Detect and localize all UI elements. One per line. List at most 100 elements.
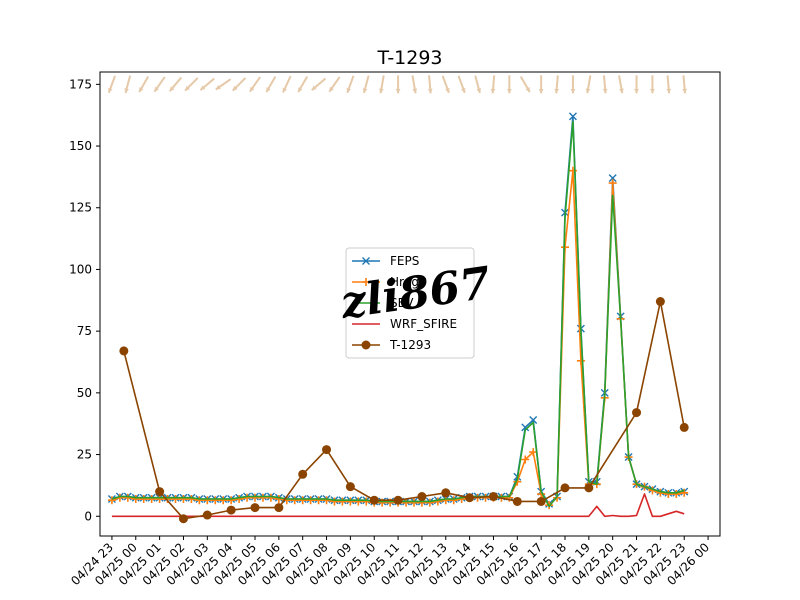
data-point	[433, 497, 442, 506]
wind-arrow	[346, 75, 355, 94]
plot-frame	[99, 71, 721, 537]
data-point	[680, 488, 689, 497]
legend-label: FEPS	[390, 254, 419, 268]
wind-arrow-head	[460, 87, 466, 93]
wind-arrow	[519, 76, 531, 93]
data-point	[354, 497, 363, 506]
wind-arrow	[457, 75, 466, 94]
data-point	[258, 493, 267, 502]
plot-series	[107, 112, 689, 524]
y-tick-label: 25	[77, 448, 92, 462]
wind-arrow	[411, 75, 418, 94]
wind-arrow	[650, 75, 655, 94]
data-point	[187, 494, 196, 503]
wind-arrow-head	[185, 85, 190, 91]
series-t-1293	[119, 297, 689, 524]
data-point	[362, 497, 371, 506]
legend-item: FEPS	[352, 254, 419, 268]
wind-arrow-head	[169, 86, 175, 92]
wind-arrow-head	[538, 88, 544, 94]
wind-arrow-head	[108, 87, 113, 93]
data-point	[345, 482, 355, 492]
data-point	[171, 494, 180, 503]
wind-arrow-head	[124, 88, 129, 94]
data-point	[536, 496, 546, 506]
data-point	[298, 496, 307, 505]
data-point	[131, 494, 140, 503]
wind-arrow	[362, 75, 370, 94]
wind-arrow-head	[554, 88, 560, 94]
data-point	[672, 490, 681, 499]
wind-arrow-head	[666, 88, 672, 94]
data-point	[119, 346, 129, 356]
wind-arrow-head	[490, 88, 496, 94]
wind-arrow-head	[602, 88, 608, 94]
wind-arrow-head	[362, 88, 368, 94]
data-point	[314, 496, 323, 505]
data-point	[529, 416, 538, 424]
data-point	[179, 494, 188, 503]
data-point	[306, 496, 315, 505]
wind-arrow	[168, 76, 183, 92]
data-point	[346, 497, 355, 506]
wind-arrow	[199, 77, 215, 91]
y-tick-label: 175	[69, 77, 92, 91]
data-point	[298, 469, 308, 479]
data-point	[155, 487, 165, 497]
data-point	[211, 496, 220, 505]
data-point	[409, 498, 418, 507]
data-point	[512, 496, 522, 506]
legend-item: WRF_SFIRE	[352, 317, 457, 331]
data-point	[655, 297, 665, 307]
data-point	[139, 494, 148, 503]
data-point	[178, 514, 188, 524]
wind-arrow	[618, 75, 624, 94]
wind-arrow-head	[476, 88, 482, 94]
wind-arrow	[138, 76, 150, 93]
data-point	[235, 494, 244, 503]
data-point	[664, 490, 673, 499]
legend-marker	[362, 278, 370, 286]
data-point	[568, 112, 577, 121]
wind-arrow	[585, 75, 592, 94]
data-point	[322, 445, 332, 455]
wind-arrow-head	[682, 88, 688, 94]
data-point	[290, 496, 299, 505]
wind-arrow	[554, 75, 560, 94]
data-point	[393, 495, 403, 505]
y-tick-label: 50	[77, 386, 92, 400]
data-point	[608, 174, 617, 183]
chart-title: T-1293	[376, 47, 442, 69]
wind-arrow	[427, 75, 433, 94]
data-point	[250, 503, 260, 513]
wind-arrow-head	[249, 86, 255, 92]
wind-arrow-head	[525, 87, 530, 93]
data-point	[488, 492, 498, 502]
wind-arrow-head	[200, 85, 206, 91]
data-point	[226, 505, 236, 515]
wind-arrow-head	[395, 88, 401, 94]
wind-arrow-head	[329, 86, 334, 92]
wind-arrow	[570, 75, 576, 94]
data-point	[608, 179, 617, 188]
wind-arrow	[682, 75, 688, 94]
wind-arrow	[379, 75, 385, 94]
data-point	[584, 483, 594, 493]
data-point	[107, 496, 116, 505]
data-point	[417, 492, 427, 502]
data-point	[155, 494, 164, 503]
y-axis: 0 25 50 75 100 125 150 175	[69, 77, 100, 523]
wind-arrow-head	[311, 85, 317, 91]
data-point	[227, 496, 236, 505]
data-point	[266, 493, 275, 502]
legend-item: SEV	[352, 296, 414, 310]
wind-arrow	[265, 76, 277, 93]
y-tick-label: 125	[69, 201, 92, 215]
data-point	[465, 493, 475, 503]
wind-arrow	[441, 75, 450, 94]
wind-arrow-head	[412, 88, 418, 94]
wind-arrow	[232, 77, 247, 92]
y-tick-label: 150	[69, 139, 92, 153]
data-point	[219, 496, 228, 505]
